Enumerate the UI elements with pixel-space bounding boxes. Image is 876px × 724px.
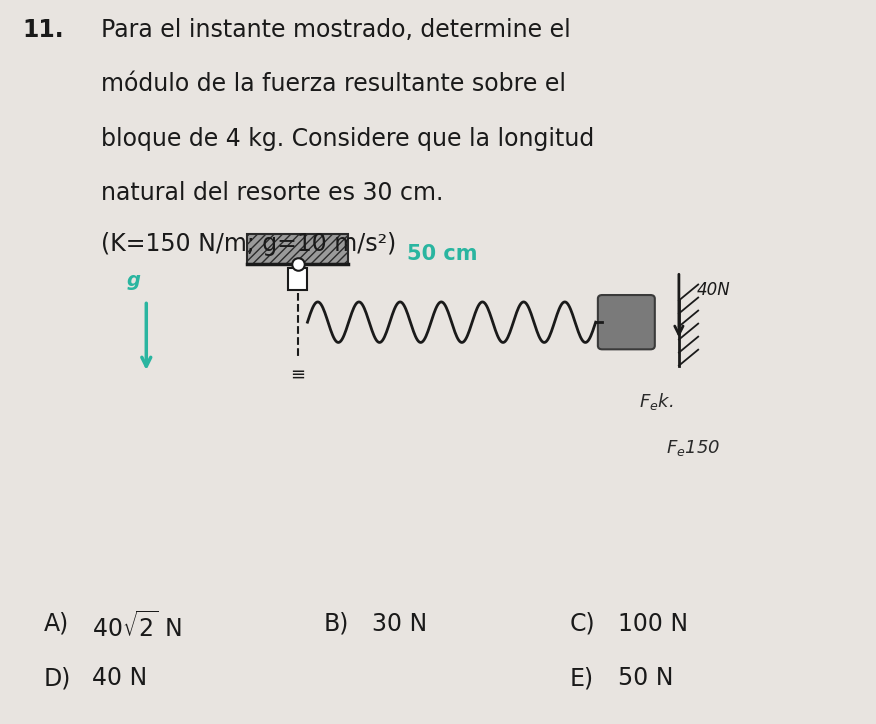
Text: módulo de la fuerza resultante sobre el: módulo de la fuerza resultante sobre el — [101, 72, 566, 96]
Text: $F_e$k.: $F_e$k. — [639, 391, 674, 412]
Text: $40\sqrt{2}$ N: $40\sqrt{2}$ N — [92, 612, 181, 642]
Bar — [288, 268, 307, 290]
Text: 40 N: 40 N — [92, 666, 147, 690]
Text: g: g — [126, 271, 140, 290]
Text: bloque de 4 kg. Considere que la longitud: bloque de 4 kg. Considere que la longitu… — [101, 127, 594, 151]
Text: $F_e$150: $F_e$150 — [666, 438, 720, 458]
Text: 50 N: 50 N — [618, 666, 673, 690]
Text: 50 cm: 50 cm — [407, 244, 477, 264]
Text: 11.: 11. — [22, 18, 64, 42]
Text: (K=150 N/m; g=10 m/s²): (K=150 N/m; g=10 m/s²) — [101, 232, 396, 256]
Text: E): E) — [569, 666, 594, 690]
Text: 100 N: 100 N — [618, 612, 688, 636]
Text: 30 N: 30 N — [372, 612, 427, 636]
Text: Para el instante mostrado, determine el: Para el instante mostrado, determine el — [101, 18, 570, 42]
Text: C): C) — [569, 612, 595, 636]
Text: ≡: ≡ — [290, 366, 306, 384]
Text: 40N: 40N — [696, 281, 730, 298]
Text: natural del resorte es 30 cm.: natural del resorte es 30 cm. — [101, 181, 443, 205]
Bar — [248, 234, 349, 264]
Text: D): D) — [44, 666, 71, 690]
Text: A): A) — [44, 612, 69, 636]
FancyBboxPatch shape — [597, 295, 655, 349]
Text: B): B) — [324, 612, 350, 636]
